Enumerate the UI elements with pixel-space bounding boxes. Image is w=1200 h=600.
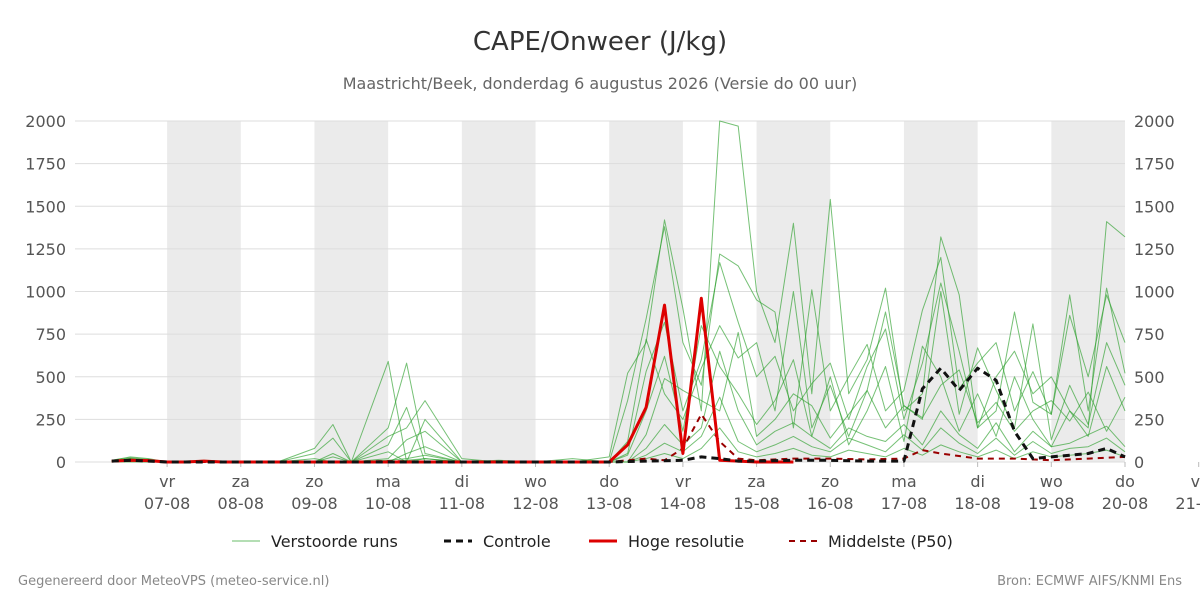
chart-subtitle: Maastricht/Beek, donderdag 6 augustus 20… — [343, 74, 857, 93]
y-tick-right-1750: 1750 — [1134, 155, 1175, 174]
y-tick-left-1750: 1750 — [25, 155, 66, 174]
x-tick-date-11: 18-08 — [954, 494, 1001, 513]
y-tick-left-1500: 1500 — [25, 197, 66, 216]
x-tick-day-7: vr — [675, 472, 691, 491]
x-tick-day-8: za — [747, 472, 765, 491]
y-tick-left-500: 500 — [35, 368, 66, 387]
x-tick-date-9: 16-08 — [807, 494, 854, 513]
y-tick-right-0: 0 — [1134, 453, 1144, 472]
y-tick-right-1250: 1250 — [1134, 240, 1175, 259]
legend-median-label: Middelste (P50) — [828, 532, 953, 551]
x-tick-day-0: vr — [159, 472, 175, 491]
y-tick-right-750: 750 — [1134, 325, 1165, 344]
y-axis-right: 0 250 500 750 1000 1250 1500 1750 2000 — [1134, 112, 1175, 472]
footer-right: Bron: ECMWF AIFS/KNMI Ens — [997, 574, 1182, 589]
chart-title: CAPE/Onweer (J/kg) — [473, 27, 727, 57]
ensemble-run-1 — [111, 226, 1126, 463]
y-tick-left-0: 0 — [56, 453, 66, 472]
x-tick-day-4: di — [455, 472, 470, 491]
x-tick-date-4: 11-08 — [439, 494, 486, 513]
y-tick-left-1250: 1250 — [25, 240, 66, 259]
x-tick-date-14: 21-08 — [1175, 494, 1200, 513]
x-tick-date-7: 14-08 — [660, 494, 707, 513]
x-tick-day-3: ma — [375, 472, 400, 491]
legend-ensemble-label: Verstoorde runs — [271, 532, 398, 551]
y-tick-left-250: 250 — [35, 410, 66, 429]
x-tick-day-9: zo — [821, 472, 839, 491]
main-series — [111, 296, 1126, 464]
legend-control-label: Controle — [483, 532, 551, 551]
x-tick-day-5: wo — [524, 472, 547, 491]
x-tick-day-11: di — [970, 472, 985, 491]
hires-line — [111, 296, 794, 464]
y-tick-left-750: 750 — [35, 325, 66, 344]
x-tick-day-12: wo — [1040, 472, 1063, 491]
x-tick-day-14: vr — [1191, 472, 1200, 491]
x-tick-day-6: do — [599, 472, 619, 491]
y-tick-right-1500: 1500 — [1134, 197, 1175, 216]
legend-hires-label: Hoge resolutie — [628, 532, 744, 551]
y-tick-right-500: 500 — [1134, 368, 1165, 387]
x-tick-date-6: 13-08 — [586, 494, 633, 513]
ensemble-run-0 — [111, 120, 1126, 463]
x-axis: vr 07-08 za 08-08 zo 09-08 ma 10-08 di 11-08 wo 12-… — [144, 462, 1200, 513]
x-tick-date-10: 17-08 — [881, 494, 928, 513]
ensemble-run-2 — [111, 262, 1126, 463]
x-tick-date-8: 15-08 — [733, 494, 780, 513]
y-tick-right-2000: 2000 — [1134, 112, 1175, 131]
y-tick-left-2000: 2000 — [25, 112, 66, 131]
x-tick-day-13: do — [1115, 472, 1135, 491]
y-tick-left-1000: 1000 — [25, 283, 66, 302]
ensemble-run-4 — [111, 325, 1126, 463]
x-tick-date-5: 12-08 — [512, 494, 559, 513]
y-tick-right-250: 250 — [1134, 410, 1165, 429]
x-tick-date-2: 09-08 — [291, 494, 338, 513]
x-tick-day-1: za — [232, 472, 250, 491]
x-tick-day-10: ma — [891, 472, 916, 491]
x-tick-date-12: 19-08 — [1028, 494, 1075, 513]
footer-left: Gegenereerd door MeteoVPS (meteo-service… — [18, 574, 329, 589]
y-tick-right-1000: 1000 — [1134, 283, 1175, 302]
x-tick-date-0: 07-08 — [144, 494, 191, 513]
x-tick-date-1: 08-08 — [218, 494, 265, 513]
x-tick-date-3: 10-08 — [365, 494, 412, 513]
y-axis-left: 0 250 500 750 1000 1250 1500 1750 2000 — [25, 112, 66, 472]
legend: Verstoorde runs Controle Hoge resolutie … — [232, 532, 953, 551]
x-tick-date-13: 20-08 — [1102, 494, 1149, 513]
x-tick-day-2: zo — [305, 472, 323, 491]
